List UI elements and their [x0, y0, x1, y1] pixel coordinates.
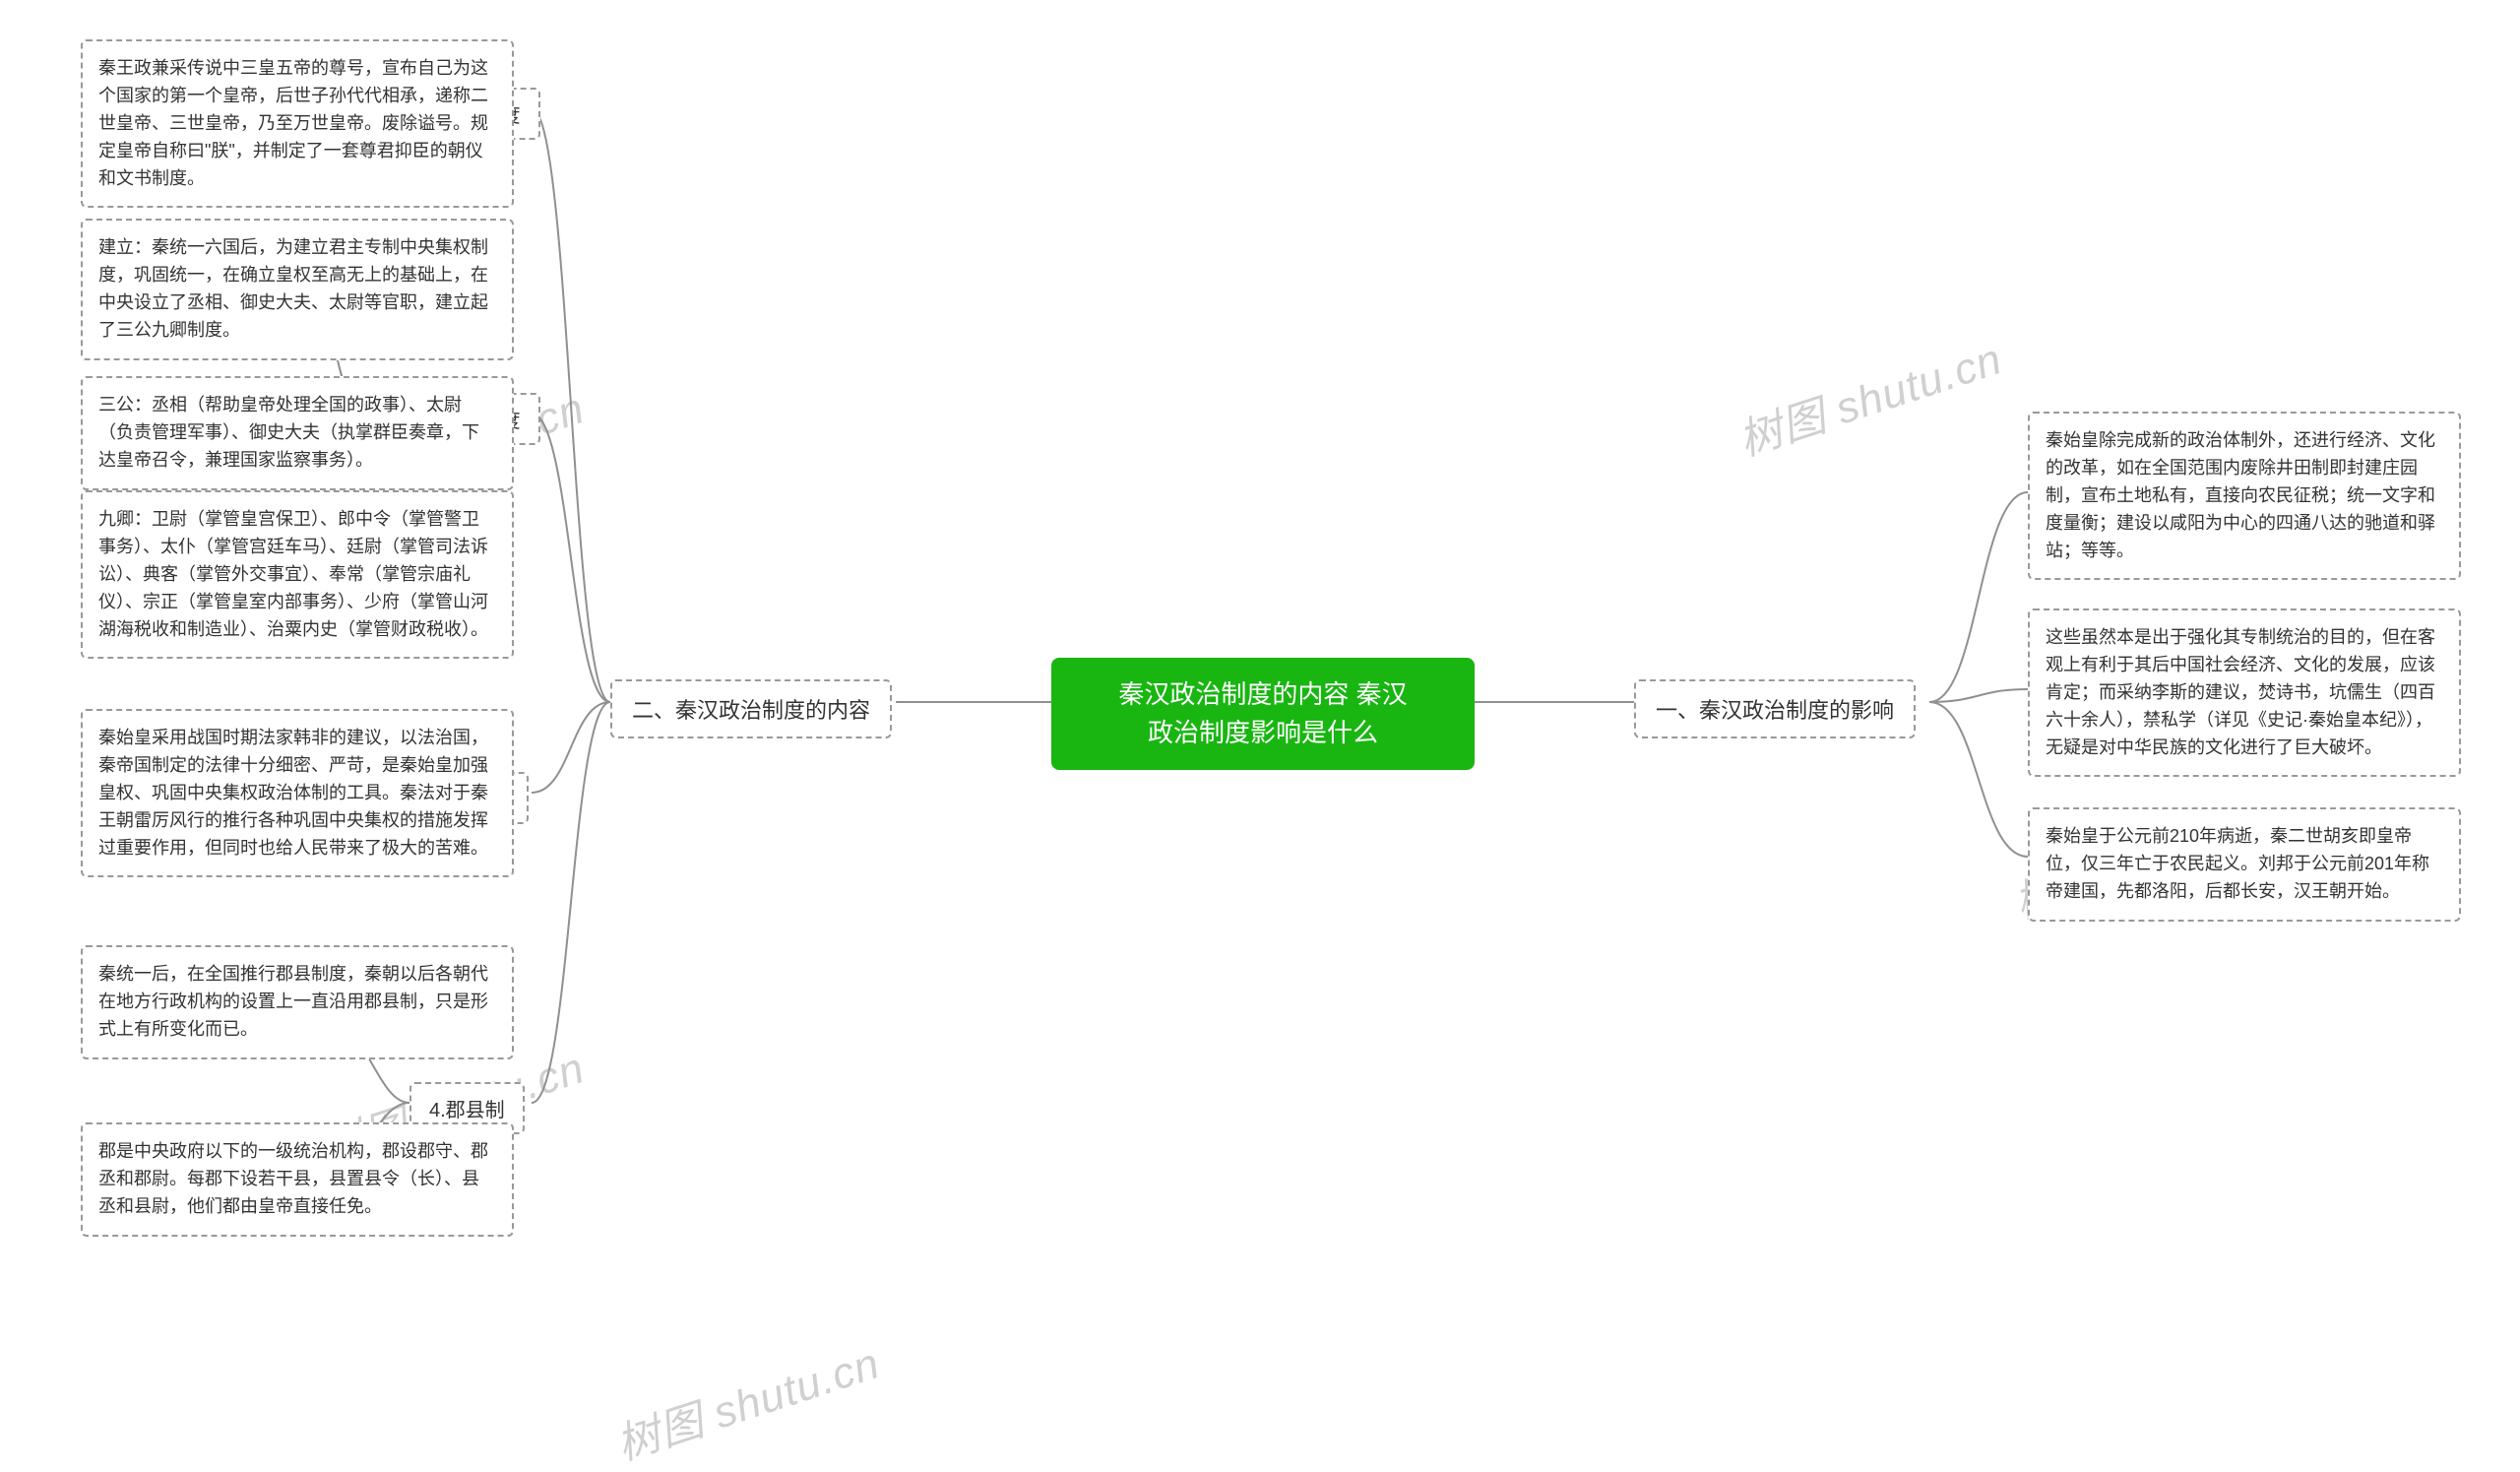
leaf-right-3: 秦始皇于公元前210年病逝，秦二世胡亥即皇帝位，仅三年亡于农民起义。刘邦于公元前… [2028, 807, 2461, 922]
leaf-2-3: 九卿：卫尉（掌管皇宫保卫）、郎中令（掌管警卫事务）、太仆（掌管宫廷车马）、廷尉（… [81, 490, 514, 659]
center-node: 秦汉政治制度的内容 秦汉 政治制度影响是什么 [1051, 658, 1475, 770]
leaf-1-1: 秦王政兼采传说中三皇五帝的尊号，宣布自己为这个国家的第一个皇帝，后世子孙代代相承… [81, 39, 514, 208]
leaf-4-2: 郡是中央政府以下的一级统治机构，郡设郡守、郡丞和郡尉。每郡下设若干县，县置县令（… [81, 1122, 514, 1237]
watermark: 树图 shutu.cn [607, 1328, 887, 1472]
branch-right: 一、秦汉政治制度的影响 [1634, 679, 1916, 738]
leaf-2-1: 建立：秦统一六国后，为建立君主专制中央集权制度，巩固统一，在确立皇权至高无上的基… [81, 219, 514, 360]
center-line2: 政治制度影响是什么 [1148, 718, 1378, 747]
leaf-4-1: 秦统一后，在全国推行郡县制度，秦朝以后各朝代在地方行政机构的设置上一直沿用郡县制… [81, 945, 514, 1059]
branch-left: 二、秦汉政治制度的内容 [610, 679, 892, 738]
leaf-2-2: 三公：丞相（帮助皇帝处理全国的政事）、太尉（负责管理军事）、御史大夫（执掌群臣奏… [81, 376, 514, 490]
watermark: 树图 shutu.cn [1730, 324, 2009, 469]
leaf-right-1: 秦始皇除完成新的政治体制外，还进行经济、文化的改革，如在全国范围内废除井田制即封… [2028, 412, 2461, 580]
leaf-right-2: 这些虽然本是出于强化其专制统治的目的，但在客观上有利于其后中国社会经济、文化的发… [2028, 608, 2461, 777]
center-line1: 秦汉政治制度的内容 秦汉 [1118, 679, 1407, 709]
leaf-3-1: 秦始皇采用战国时期法家韩非的建议，以法治国，秦帝国制定的法律十分细密、严苛，是秦… [81, 709, 514, 877]
